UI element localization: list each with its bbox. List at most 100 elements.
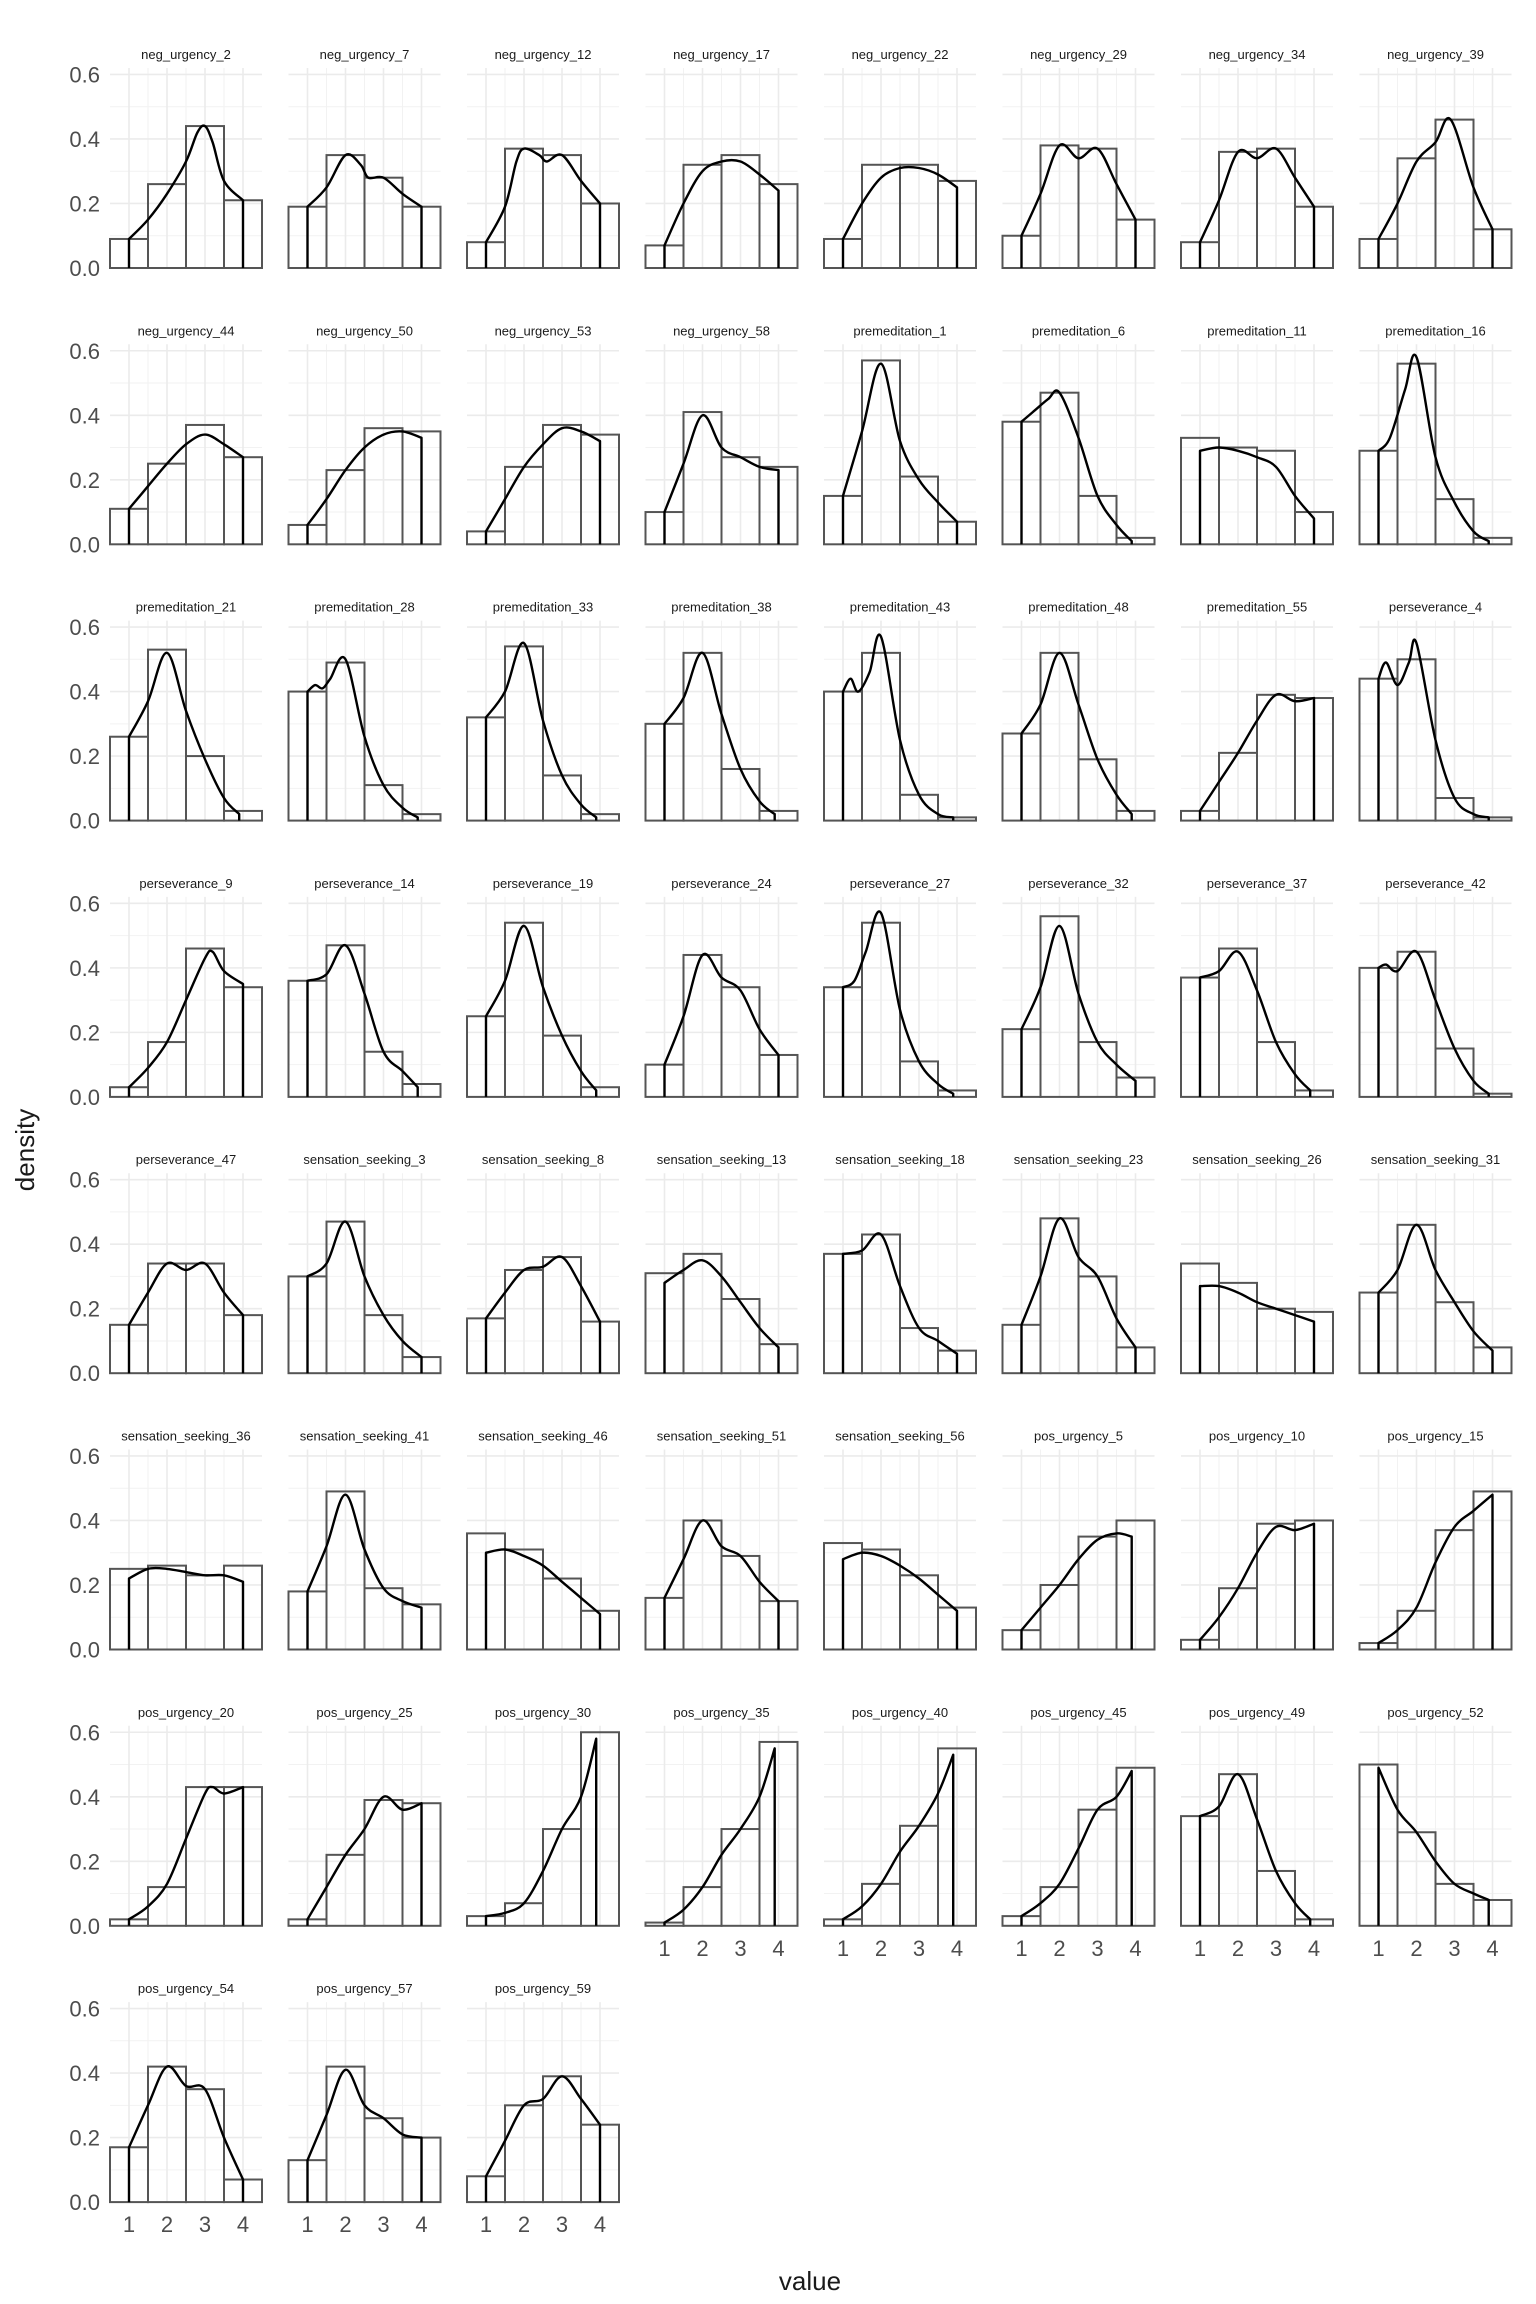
facet-strip-label: neg_urgency_22 — [852, 47, 949, 62]
facet-strip-label: pos_urgency_15 — [1387, 1429, 1483, 1444]
density-curve — [1198, 1773, 1312, 1926]
facet-panel: perseverance_14 — [287, 876, 442, 1098]
density-curve — [306, 1795, 423, 1926]
density-curve — [127, 1566, 245, 1650]
density-curve — [663, 414, 780, 545]
x-tick-label: 3 — [913, 1936, 925, 1961]
facet-strip-label: pos_urgency_57 — [316, 1981, 412, 1996]
facet-panel: pos_urgency_35 1 2 3 4 — [644, 1705, 799, 1961]
histogram-bar — [758, 1740, 799, 1927]
facet-panel: sensation_seeking_23 — [1001, 1152, 1156, 1375]
facet-panel: perseverance_42 — [1358, 876, 1513, 1098]
density-curve — [127, 433, 245, 545]
facet-panel: premeditation_6 — [1001, 323, 1156, 546]
facet-strip-label: neg_urgency_34 — [1209, 47, 1306, 62]
y-tick-label: 0.4 — [69, 956, 100, 981]
facet-panel: pos_urgency_59 1 2 3 4 — [466, 1981, 620, 2237]
density-curve — [306, 1493, 423, 1650]
y-tick-label: 0.2 — [69, 1573, 100, 1598]
facet-panel: neg_urgency_34 — [1180, 47, 1334, 270]
facet-strip-label: perseverance_32 — [1028, 876, 1128, 891]
facet-panel: neg_urgency_29 — [1001, 47, 1156, 269]
y-axis-title: density — [10, 1109, 40, 1191]
histogram-bar — [1472, 1898, 1513, 1927]
histogram-bar — [720, 986, 761, 1098]
facet-panel: pos_urgency_15 — [1358, 1429, 1513, 1651]
density-curve — [1198, 1522, 1316, 1650]
x-tick-label: 4 — [1129, 1936, 1141, 1961]
x-tick-label: 2 — [696, 1936, 708, 1961]
y-tick-label: 0.2 — [69, 1020, 100, 1045]
density-curve — [484, 641, 598, 821]
x-tick-label: 1 — [1015, 1936, 1027, 1961]
density-curve — [841, 633, 955, 821]
histogram-bar — [401, 1082, 442, 1098]
y-tick-label: 0.4 — [69, 1785, 100, 1810]
density-curve — [1198, 692, 1316, 821]
facet-panel: pos_urgency_45 1 2 3 4 — [1001, 1705, 1156, 1961]
x-tick-label: 2 — [339, 2212, 351, 2237]
facet-strip-label: neg_urgency_12 — [495, 47, 592, 62]
density-curve — [306, 430, 423, 545]
density-curve — [484, 1255, 602, 1374]
facet-strip-label: premeditation_43 — [850, 600, 950, 615]
histogram-bar — [1115, 1519, 1156, 1651]
facet-panel: neg_urgency_58 — [644, 323, 799, 546]
facet-strip-label: neg_urgency_58 — [673, 323, 770, 338]
facet-panel: pos_urgency_54 0.0 0.2 0.4 0.6 1 2 3 4 — [69, 1981, 263, 2237]
facet-strip-label: pos_urgency_49 — [1209, 1705, 1305, 1720]
density-curve — [1020, 143, 1137, 268]
x-tick-label: 1 — [123, 2212, 135, 2237]
facet-strip-label: sensation_seeking_51 — [657, 1429, 786, 1444]
y-tick-label: 0.2 — [69, 191, 100, 216]
histogram-bar — [1115, 536, 1156, 546]
facet-strip-label: neg_urgency_39 — [1387, 47, 1484, 62]
histogram-bar — [185, 755, 225, 822]
facet-strip-label: sensation_seeking_31 — [1371, 1152, 1500, 1167]
facet-panel: premeditation_1 — [823, 323, 977, 546]
y-tick-label: 0.2 — [69, 468, 100, 493]
y-tick-label: 0.4 — [69, 127, 100, 152]
x-tick-label: 1 — [1372, 1936, 1384, 1961]
x-tick-label: 1 — [480, 2212, 492, 2237]
histogram-bar — [1472, 1092, 1513, 1098]
histogram-bar — [720, 1298, 761, 1375]
density-curve — [1020, 1532, 1133, 1650]
y-tick-label: 0.2 — [69, 1849, 100, 1874]
y-tick-label: 0.0 — [69, 809, 100, 834]
histogram-bar — [223, 809, 263, 822]
facet-panel: sensation_seeking_31 — [1358, 1152, 1513, 1375]
facet-panel: sensation_seeking_56 — [823, 1429, 977, 1651]
facet-strip-label: sensation_seeking_18 — [835, 1152, 964, 1167]
y-tick-label: 0.6 — [69, 1168, 100, 1193]
facet-strip-label: perseverance_19 — [493, 876, 593, 891]
facet-panel: sensation_seeking_46 — [466, 1429, 620, 1651]
histogram-bar — [580, 813, 620, 822]
density-curve — [306, 655, 419, 821]
facet-strip-label: pos_urgency_45 — [1030, 1705, 1126, 1720]
facet-strip-label: neg_urgency_53 — [495, 323, 592, 338]
facet-strip-label: neg_urgency_7 — [320, 47, 410, 62]
facet-strip-label: perseverance_4 — [1389, 600, 1482, 615]
density-curve — [1020, 924, 1137, 1097]
density-curve — [1377, 1766, 1490, 1926]
density-curve — [663, 1259, 780, 1374]
facet-strip-label: pos_urgency_25 — [316, 1705, 412, 1720]
facet-panel: neg_urgency_50 — [287, 323, 442, 546]
density-curve — [663, 1747, 776, 1926]
density-curve — [1198, 446, 1316, 545]
facet-panel: perseverance_32 — [1001, 876, 1156, 1098]
x-axis-title: value — [779, 2266, 841, 2296]
density-curve — [484, 1548, 602, 1650]
facet-strip-label: pos_urgency_5 — [1034, 1429, 1123, 1444]
density-curve — [484, 426, 602, 545]
facet-strip-label: premeditation_1 — [853, 323, 946, 338]
histogram-bar — [1115, 809, 1156, 822]
facet-strip-label: sensation_seeking_36 — [121, 1429, 250, 1444]
y-tick-label: 0.4 — [69, 1232, 100, 1257]
density-curve — [1377, 949, 1490, 1097]
facet-panel: pos_urgency_40 1 2 3 4 — [823, 1705, 977, 1961]
x-tick-label: 4 — [415, 2212, 427, 2237]
y-tick-label: 0.2 — [69, 744, 100, 769]
facet-panel: perseverance_9 0.0 0.2 0.4 0.6 — [69, 876, 263, 1110]
